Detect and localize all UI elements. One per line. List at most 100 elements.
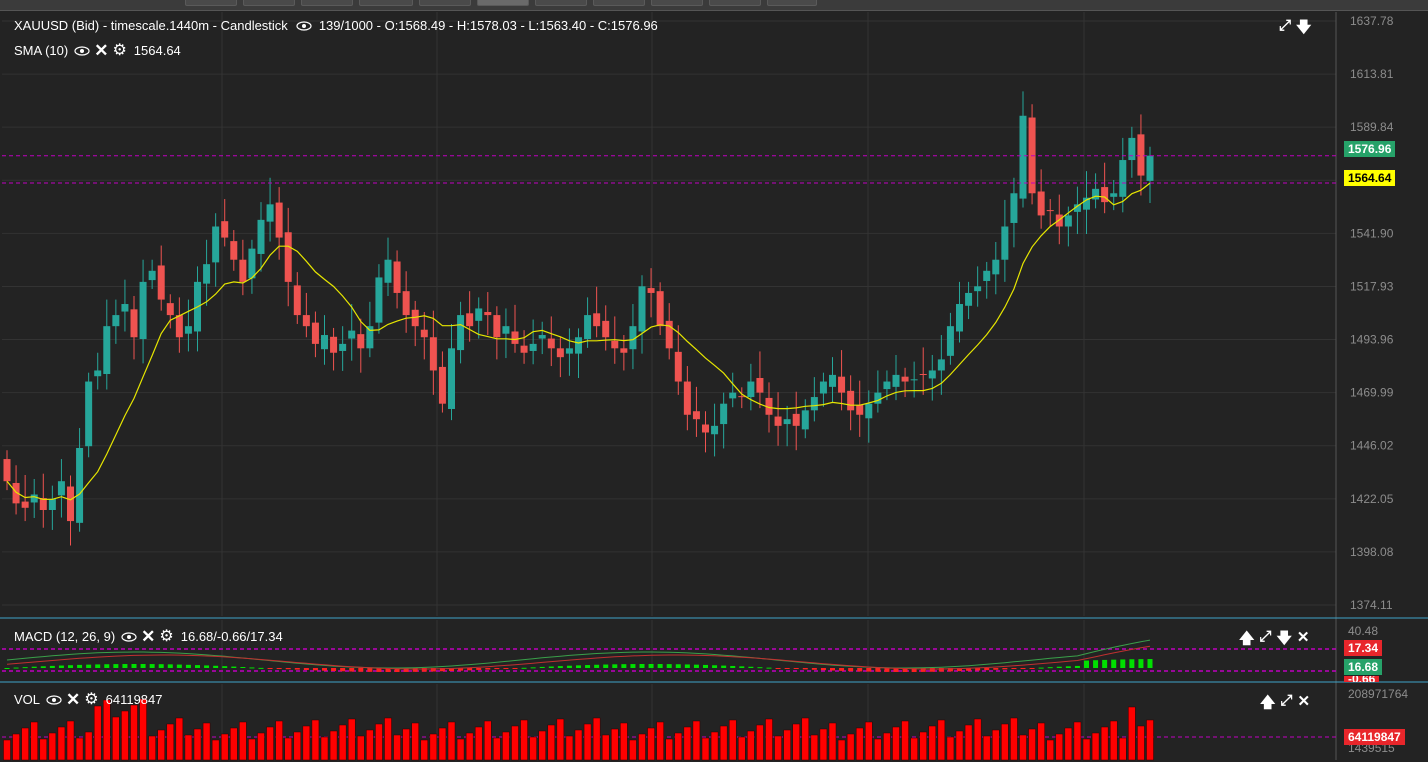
volume-bar: [973, 718, 982, 761]
price-axis-tick: 1613.81: [1350, 67, 1394, 81]
macd-histogram-bar: [757, 667, 763, 669]
volume-bar: [955, 730, 964, 761]
eye-icon[interactable]: [121, 630, 137, 644]
candle: [212, 226, 220, 263]
last-close-badge: 1576.96: [1344, 141, 1396, 157]
candle: [311, 322, 319, 344]
macd-legend-value: 16.68/-0.66/17.34: [180, 629, 283, 644]
candle: [48, 498, 56, 511]
arrow-up-icon[interactable]: 🡅: [1260, 694, 1276, 711]
volume-bar: [239, 721, 247, 761]
toolbar-tab[interactable]: [535, 0, 587, 6]
gear-icon[interactable]: ⚙: [112, 41, 127, 59]
close-icon[interactable]: ✕: [94, 40, 109, 60]
macd-histogram-bar: [294, 668, 300, 670]
macd-histogram-bar: [204, 665, 210, 668]
toolbar-tab[interactable]: [185, 0, 237, 6]
candle: [983, 270, 991, 281]
candle: [1046, 210, 1054, 212]
toolbar-tab[interactable]: [767, 0, 817, 6]
toolbar-tab[interactable]: [243, 0, 295, 6]
macd-histogram-bar: [621, 664, 627, 668]
volume-bar: [57, 726, 66, 761]
toolbar-tab[interactable]: [301, 0, 353, 6]
candle: [3, 459, 11, 482]
eye-icon[interactable]: [74, 44, 90, 58]
candle: [747, 381, 755, 398]
macd-histogram-bar: [476, 668, 482, 670]
macd-histogram-bar: [594, 664, 600, 668]
candle: [12, 482, 20, 504]
macd-histogram-bar: [1011, 668, 1017, 669]
macd-line: [6, 639, 1151, 669]
eye-icon[interactable]: [46, 693, 62, 707]
volume-bar: [819, 728, 828, 761]
close-icon[interactable]: ✕: [1296, 629, 1310, 646]
macd-histogram-bar: [1138, 659, 1144, 668]
price-axis-tick: 1517.93: [1350, 279, 1394, 293]
candle: [266, 204, 274, 222]
volume-bar: [202, 722, 211, 761]
toolbar-tab[interactable]: [477, 0, 529, 6]
expand-icon[interactable]: ⤢: [1280, 692, 1293, 709]
macd-histogram-bar: [657, 664, 663, 668]
gear-icon[interactable]: ⚙: [84, 690, 99, 708]
macd-histogram-bar: [13, 667, 19, 669]
macd-histogram-bar: [131, 664, 137, 668]
toolbar-tab[interactable]: [359, 0, 413, 6]
volume-bar: [964, 724, 973, 761]
close-icon[interactable]: ✕: [1297, 693, 1311, 710]
candle: [157, 265, 165, 300]
candle: [620, 348, 628, 353]
volume-bar: [765, 718, 773, 761]
toolbar-tab[interactable]: [651, 0, 703, 6]
arrow-down-icon[interactable]: 🡇: [1296, 19, 1312, 36]
eye-icon[interactable]: [296, 19, 312, 33]
toolbar-tab[interactable]: [709, 0, 761, 6]
volume-bar: [220, 733, 229, 761]
volume-bar: [1028, 728, 1036, 761]
toolbar-tab[interactable]: [419, 0, 471, 6]
macd-histogram-bar: [285, 668, 291, 670]
candle: [375, 277, 383, 323]
macd-histogram-bar: [693, 664, 699, 668]
volume-bar: [75, 737, 84, 761]
macd-histogram-bar: [176, 664, 182, 668]
volume-bar: [193, 728, 202, 761]
candle: [1137, 134, 1145, 176]
volume-bar: [837, 739, 846, 761]
toolbar-tab[interactable]: [593, 0, 645, 6]
volume-bar: [783, 729, 791, 761]
macd-histogram-bar: [884, 668, 890, 672]
expand-icon[interactable]: ⤢: [1259, 628, 1272, 645]
volume-bar: [946, 736, 955, 761]
gear-icon[interactable]: ⚙: [159, 627, 174, 645]
close-icon[interactable]: ✕: [141, 626, 156, 646]
volume-bar: [266, 726, 274, 761]
volume-bar: [338, 724, 347, 761]
candle: [1110, 193, 1118, 197]
volume-last-badge: 64119847: [1344, 729, 1405, 745]
volume-bar: [93, 705, 102, 761]
candle: [810, 397, 818, 411]
macd-histogram-bar: [22, 667, 28, 669]
volume-bar: [1100, 726, 1109, 761]
macd-histogram-bar: [957, 668, 962, 672]
expand-icon[interactable]: ⤢: [1279, 17, 1292, 34]
volume-bar: [12, 733, 20, 761]
candle: [30, 494, 38, 503]
volume-bar: [1010, 717, 1018, 761]
volume-bar: [574, 729, 583, 761]
arrow-down-icon[interactable]: 🡇: [1276, 630, 1292, 647]
candle: [257, 219, 265, 254]
arrow-up-icon[interactable]: 🡅: [1239, 630, 1255, 647]
volume-bar: [1055, 733, 1064, 761]
macd-histogram-bar: [1074, 665, 1080, 668]
candle: [901, 376, 909, 382]
candle: [856, 405, 864, 415]
candle: [1010, 193, 1018, 223]
candle: [1128, 137, 1136, 161]
volume-bar: [701, 737, 710, 761]
close-icon[interactable]: ✕: [66, 689, 81, 709]
